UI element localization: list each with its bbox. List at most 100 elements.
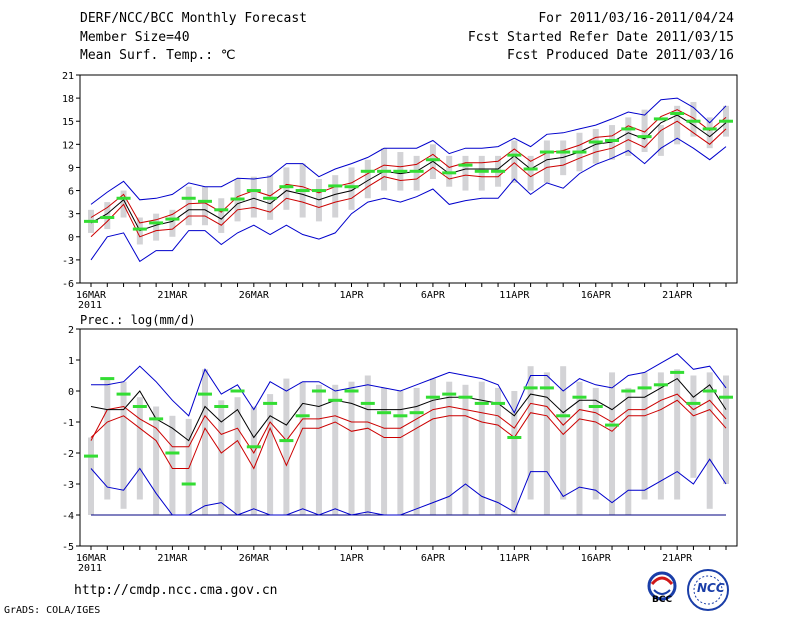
x-tick-label: 16MAR	[76, 290, 107, 301]
chart-title: DERF/NCC/BCC Monthly Forecast	[80, 11, 307, 26]
ensemble-box	[364, 159, 371, 199]
y-tick-label: 0	[68, 233, 74, 244]
ensemble-box	[462, 155, 469, 191]
forecast-marker	[458, 395, 473, 399]
ensemble-box	[706, 117, 713, 149]
forecast-marker	[605, 423, 620, 427]
forecast-marker	[263, 401, 278, 405]
ensemble-box	[657, 125, 664, 156]
y-tick-label: 2	[68, 325, 74, 336]
y-tick-label: 18	[62, 94, 74, 105]
ensemble-box	[201, 369, 208, 515]
forecast-marker	[719, 395, 733, 399]
forecast-marker	[181, 196, 196, 200]
ensemble-box	[511, 140, 518, 183]
forecast-marker	[295, 189, 310, 193]
forecast-marker	[263, 196, 278, 200]
x-tick-label: 21MAR	[157, 290, 188, 301]
x-tick-label: 16APR	[581, 553, 612, 564]
y-tick-label: 9	[68, 163, 74, 174]
forecast-marker	[507, 153, 522, 157]
forecast-marker	[409, 411, 424, 415]
ensemble-box	[250, 176, 257, 218]
ensemble-box	[478, 155, 485, 191]
forecast-marker	[409, 169, 424, 173]
forecast-marker	[246, 445, 261, 449]
ensemble-box	[527, 366, 534, 500]
forecast-marker	[572, 395, 587, 399]
plot-frame	[79, 74, 738, 284]
forecast-marker	[100, 377, 115, 381]
ensemble-box	[136, 397, 143, 500]
y-tick-label: 21	[62, 71, 74, 82]
forecast-marker	[84, 454, 98, 458]
ensemble-box	[560, 366, 567, 500]
y-tick-label: 15	[62, 117, 74, 128]
ensemble-box	[413, 155, 420, 191]
ensemble-box	[495, 387, 502, 515]
x-tick-label: 11APR	[499, 290, 530, 301]
forecast-marker	[393, 169, 408, 173]
ensemble-box	[348, 381, 355, 515]
ensemble-box	[88, 437, 94, 515]
x-tick-label: 26MAR	[239, 553, 270, 564]
ensemble-box	[185, 418, 192, 515]
y-tick-label: -3	[62, 256, 74, 267]
forecast-marker	[605, 138, 620, 142]
ensemble-box	[609, 372, 616, 515]
forecast-marker	[230, 389, 245, 393]
ensemble-box	[462, 384, 469, 515]
forecast-marker	[197, 199, 212, 203]
ensemble-box	[723, 375, 729, 484]
forecast-marker	[653, 383, 668, 387]
forecast-marker	[377, 411, 392, 415]
min-line	[90, 458, 727, 516]
max-line	[90, 97, 727, 205]
x-tick-label: 1APR	[339, 290, 364, 301]
ensemble-box	[478, 381, 485, 515]
ensemble-box	[446, 155, 453, 187]
ensemble-box	[250, 406, 257, 515]
forecast-marker	[132, 405, 147, 408]
ensemble-box	[413, 387, 420, 515]
ensemble-box	[641, 372, 648, 500]
ensemble-box	[592, 128, 599, 164]
ensemble-box	[625, 117, 632, 156]
ensemble-box	[543, 372, 550, 515]
forecast-marker	[360, 401, 375, 405]
forecast-marker	[572, 150, 587, 154]
forecast-marker	[100, 216, 115, 220]
start-date: Fcst Started Refer Date 2011/03/15	[467, 30, 734, 45]
forecast-marker	[702, 127, 717, 131]
bcc-logo: BCC	[640, 570, 684, 608]
x-tick-label: 26MAR	[239, 290, 270, 301]
ensemble-box	[674, 105, 681, 145]
ensemble-box	[690, 375, 697, 478]
spread-low-line	[90, 120, 727, 238]
ensemble-box	[283, 378, 290, 515]
ensemble-box	[364, 375, 371, 515]
forecast-marker	[686, 401, 701, 405]
ensemble-box	[674, 369, 681, 500]
x-tick-label: 11APR	[499, 553, 530, 564]
forecast-marker	[637, 135, 652, 139]
forecast-marker	[197, 392, 212, 396]
forecast-marker	[116, 392, 131, 396]
forecast-marker	[539, 386, 554, 390]
forecast-marker	[442, 392, 457, 396]
ensemble-box	[283, 167, 290, 210]
x-tick-label: 1APR	[339, 553, 364, 564]
y-tick-label: -4	[62, 511, 74, 522]
ncc-logo-text: NCC	[697, 581, 725, 595]
ncc-logo: NCC	[685, 568, 731, 612]
ensemble-box	[543, 140, 550, 183]
source-url[interactable]: http://cmdp.ncc.cma.gov.cn	[74, 583, 278, 598]
forecast-marker	[670, 112, 685, 116]
ensemble-box	[315, 384, 322, 515]
y-tick-label: 6	[68, 187, 74, 198]
ensemble-box	[332, 384, 339, 515]
ensemble-box	[218, 198, 225, 233]
forecast-marker	[377, 169, 392, 173]
forecast-marker	[523, 167, 538, 171]
